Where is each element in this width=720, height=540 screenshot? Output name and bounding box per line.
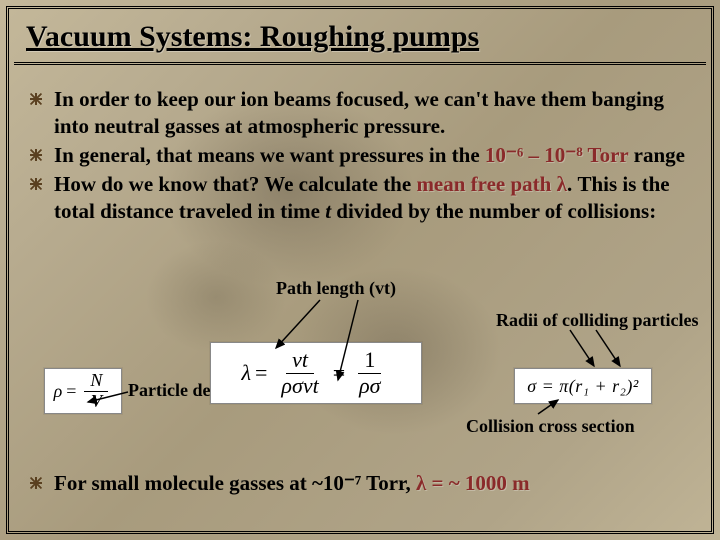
frac2-num: 1	[358, 348, 381, 373]
eq-sign-2: =	[333, 360, 345, 386]
label-path-length: Path length (vt)	[276, 278, 396, 299]
bullet-2-pre: In general, that means we want pressures…	[54, 143, 485, 167]
final-bullet-list: For small molecule gasses at ~10⁻⁷ Torr,…	[28, 470, 692, 497]
formula-rho: ρ = N V	[44, 368, 122, 414]
rho-lhs: ρ	[54, 381, 63, 402]
bullet-3-accent: mean free path λ	[416, 172, 567, 196]
eq-sign-1: =	[255, 360, 267, 386]
sigma-text: σ = π(r₁ + r₂)²	[527, 376, 639, 397]
bullet-4-pre: For small molecule gasses at ~10⁻⁷ Torr,	[54, 471, 416, 495]
frac1-num: vt	[286, 348, 314, 373]
frac-rho: N V	[84, 371, 108, 412]
bullet-2-post: range	[628, 143, 685, 167]
bullet-3: How do we know that? We calculate the me…	[28, 171, 692, 225]
body: In order to keep our ion beams focused, …	[28, 86, 692, 226]
rho-den: V	[85, 392, 108, 412]
rho-num: N	[84, 371, 108, 392]
label-radii: Radii of colliding particles	[496, 310, 699, 331]
bullet-list: In order to keep our ion beams focused, …	[28, 86, 692, 224]
formula-sigma: σ = π(r₁ + r₂)²	[514, 368, 652, 404]
slide: Vacuum Systems: Roughing pumps In order …	[0, 0, 720, 540]
label-collision-cross: Collision cross section	[466, 416, 635, 437]
bullet-4: For small molecule gasses at ~10⁻⁷ Torr,…	[28, 470, 692, 497]
title-box: Vacuum Systems: Roughing pumps	[14, 14, 706, 65]
frac2-den: ρσ	[353, 374, 386, 398]
bullet-1-text: In order to keep our ion beams focused, …	[54, 87, 664, 138]
slide-title: Vacuum Systems: Roughing pumps	[26, 20, 479, 53]
bullet-3-post2: divided by the number of collisions:	[331, 199, 656, 223]
bullet-3-pre: How do we know that? We calculate the	[54, 172, 416, 196]
bullet-4-accent: λ = ~ 1000 m	[416, 471, 530, 495]
frac-1: vt ρσvt	[275, 348, 324, 397]
bullet-1: In order to keep our ion beams focused, …	[28, 86, 692, 140]
eq-sign-rho: =	[66, 381, 76, 402]
formula-lambda: λ = vt ρσvt = 1 ρσ	[210, 342, 422, 404]
final-bullet-area: For small molecule gasses at ~10⁻⁷ Torr,…	[28, 470, 692, 499]
lambda-lhs: λ	[241, 360, 251, 386]
bullet-2-accent: 10⁻⁶ – 10⁻⁸ Torr	[485, 143, 628, 167]
bullet-2: In general, that means we want pressures…	[28, 142, 692, 169]
frac1-den: ρσvt	[275, 374, 324, 398]
diagram-area: Path length (vt) Radii of colliding part…	[28, 280, 708, 440]
frac-2: 1 ρσ	[353, 348, 386, 397]
